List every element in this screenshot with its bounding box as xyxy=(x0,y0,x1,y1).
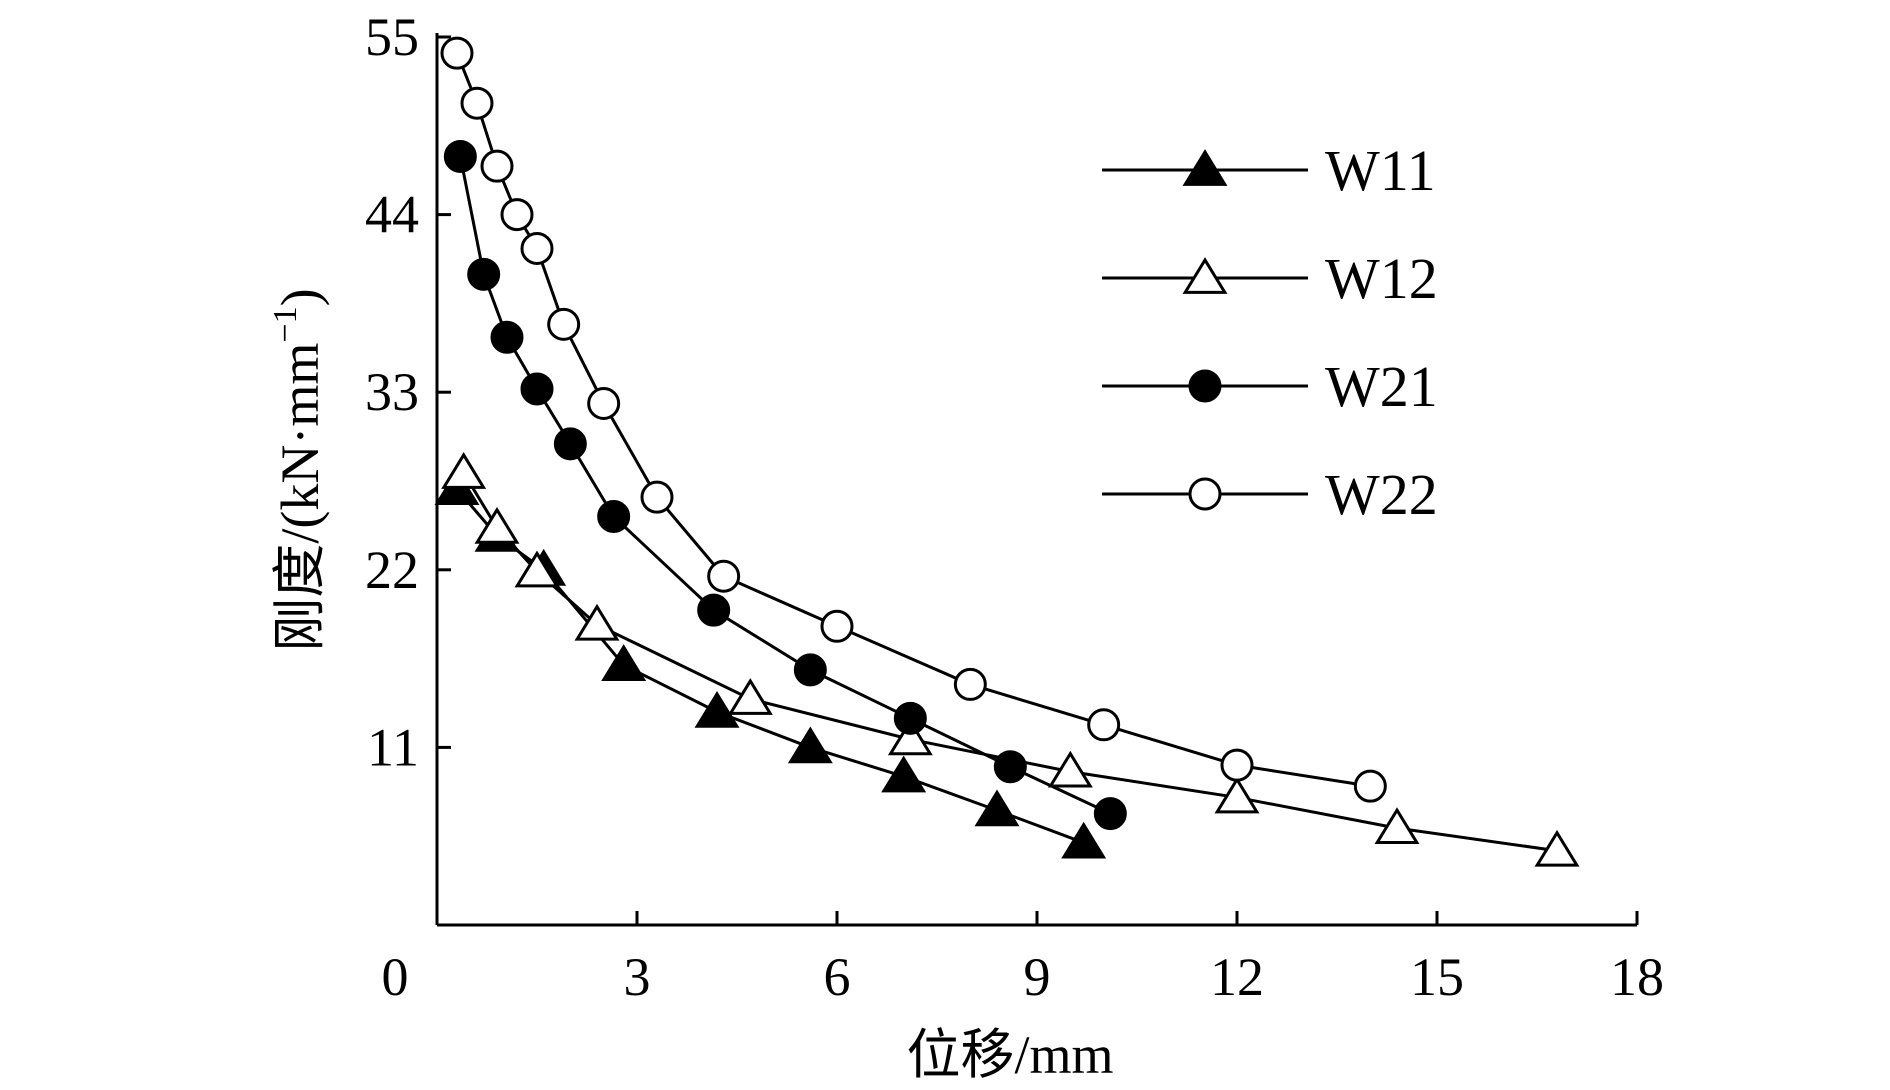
legend-marker-w12 xyxy=(1182,257,1228,294)
legend-marker-w22 xyxy=(1188,477,1222,511)
series-w21-point xyxy=(597,500,631,534)
series-w21-line xyxy=(458,156,1111,815)
series-w22-point xyxy=(707,559,741,593)
series-w21-point xyxy=(467,257,501,291)
series-w12-point xyxy=(574,603,620,641)
series-w12-point xyxy=(474,506,520,544)
series-group xyxy=(434,36,1580,867)
series-w12-point xyxy=(887,718,933,756)
series-w22-point xyxy=(480,149,514,183)
legend-item-w22: W22 xyxy=(1102,462,1438,527)
series-w22-line xyxy=(455,52,1371,788)
series-w22-point xyxy=(520,232,554,266)
series-w11-point xyxy=(1061,821,1107,859)
series-w22-point xyxy=(1087,708,1121,742)
series-w22-point xyxy=(640,480,674,514)
series-w21-point xyxy=(793,653,827,687)
series-w21-point xyxy=(893,701,927,735)
series-w21-point xyxy=(490,320,524,354)
series-w12-point xyxy=(727,678,773,715)
series-w21-point xyxy=(443,139,477,173)
series-w21-point xyxy=(553,427,587,461)
y-tick-label: 11 xyxy=(367,717,419,777)
y-axis-title-superscript: −1 xyxy=(267,306,304,342)
y-tick-label: 22 xyxy=(365,540,419,600)
series-w22-point xyxy=(1220,748,1254,782)
axes: 0 3 6 9 12 15 18 11 22 33 44 55 xyxy=(365,7,1664,1007)
series-w11-point xyxy=(974,789,1020,827)
series-w12-point xyxy=(1374,807,1420,845)
x-axis-title: 位移/mm xyxy=(906,1025,1113,1085)
series-w22-point xyxy=(440,36,474,70)
x-tick-label: 6 xyxy=(824,947,851,1007)
series-w21-point xyxy=(993,750,1027,784)
x-tick-label: 0 xyxy=(382,947,409,1007)
y-tick-label: 44 xyxy=(365,185,419,245)
series-w12-line xyxy=(462,472,1558,853)
series-w11 xyxy=(434,468,1107,859)
series-w12-point xyxy=(1214,776,1260,814)
series-w12-point xyxy=(441,452,487,489)
series-w22 xyxy=(440,36,1387,803)
series-w12-point xyxy=(1534,829,1580,867)
x-tick-label: 3 xyxy=(624,947,651,1007)
series-w22-point xyxy=(587,387,621,421)
x-tick-label: 15 xyxy=(1410,947,1464,1007)
series-w22-point xyxy=(953,667,987,701)
y-axis-title-close: ) xyxy=(270,288,330,306)
y-axis-title-main: 刚度/(kN·mm xyxy=(270,343,330,652)
legend-label-w21: W21 xyxy=(1325,354,1438,419)
series-w11-point xyxy=(787,726,833,764)
series-w12-point xyxy=(514,550,560,588)
series-w12 xyxy=(441,452,1580,867)
legend-item-w11: W11 xyxy=(1102,138,1436,203)
series-w21-point xyxy=(520,372,554,406)
x-tick-label: 18 xyxy=(1610,947,1664,1007)
series-w21 xyxy=(443,139,1127,831)
series-w22-point xyxy=(460,86,494,120)
series-w22-point xyxy=(820,609,854,643)
x-tick-label: 12 xyxy=(1210,947,1264,1007)
x-ticks: 0 3 6 9 12 15 18 xyxy=(382,911,1664,1007)
legend: W11 W12 W21 W22 xyxy=(1102,138,1438,527)
series-w21-point xyxy=(1093,797,1127,831)
y-tick-label: 33 xyxy=(365,362,419,422)
legend-marker-w21 xyxy=(1188,369,1222,403)
legend-item-w21: W21 xyxy=(1102,354,1438,419)
legend-label-w22: W22 xyxy=(1325,462,1438,527)
series-w22-point xyxy=(500,198,534,232)
series-w11-point xyxy=(881,755,927,793)
y-tick-label: 55 xyxy=(365,7,419,67)
series-w22-point xyxy=(547,307,581,341)
series-w11-line xyxy=(455,488,1085,845)
series-w21-point xyxy=(697,593,731,627)
x-tick-label: 9 xyxy=(1024,947,1051,1007)
series-w12-point xyxy=(1047,750,1093,788)
y-axis-title: 刚度/(kN·mm−1) xyxy=(267,288,330,651)
series-w22-point xyxy=(1353,769,1387,803)
legend-item-w12: W12 xyxy=(1102,246,1438,311)
series-w11-point xyxy=(601,644,647,681)
legend-label-w12: W12 xyxy=(1325,246,1438,311)
series-w11-point xyxy=(694,691,740,728)
legend-label-w11: W11 xyxy=(1325,138,1436,203)
legend-marker-w11 xyxy=(1182,149,1228,186)
y-ticks: 11 22 33 44 55 xyxy=(365,7,451,777)
